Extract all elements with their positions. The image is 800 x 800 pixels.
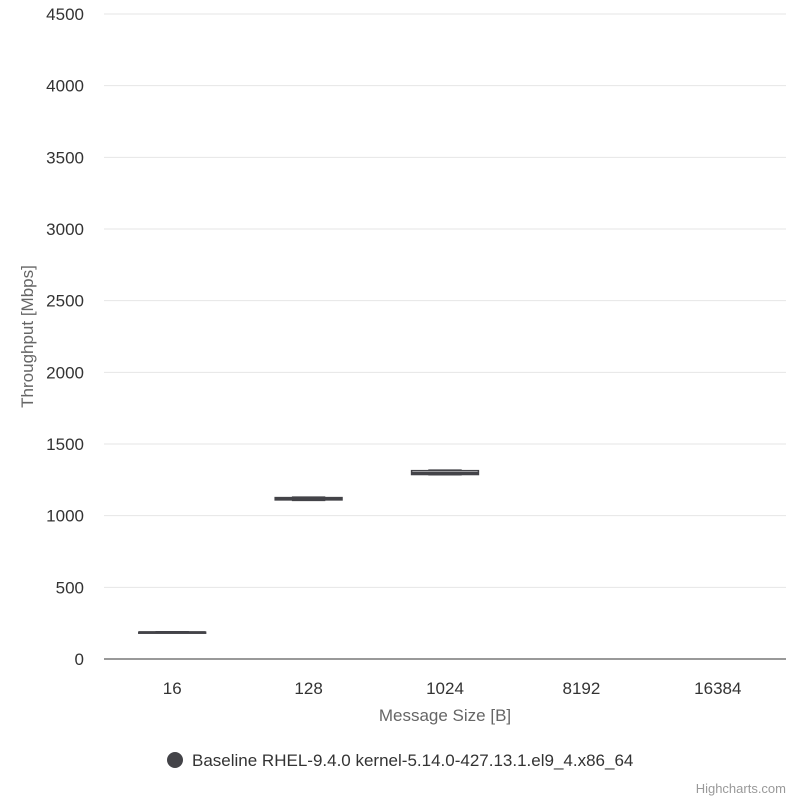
x-tick-label: 1024 [426, 679, 464, 698]
y-tick-label: 500 [56, 578, 84, 597]
y-tick-label: 2000 [46, 363, 84, 382]
x-tick-label: 8192 [562, 679, 600, 698]
y-tick-label: 0 [75, 650, 84, 669]
y-tick-label: 2500 [46, 292, 84, 311]
x-tick-label: 128 [294, 679, 322, 698]
credits-link[interactable]: Highcharts.com [696, 781, 786, 796]
y-tick-label: 3500 [46, 148, 84, 167]
y-tick-label: 1000 [46, 507, 84, 526]
y-tick-label: 3000 [46, 220, 84, 239]
y-tick-label: 4000 [46, 77, 84, 96]
box-16[interactable] [138, 631, 207, 634]
y-axis-ticks: 0 500 1000 1500 2000 2500 3000 3500 4000 4500 [46, 5, 84, 669]
box-128[interactable] [274, 496, 343, 502]
x-axis-title: Message Size [B] [379, 706, 511, 725]
y-tick-label: 1500 [46, 435, 84, 454]
legend[interactable]: Baseline RHEL-9.4.0 kernel-5.14.0-427.13… [167, 751, 633, 770]
grid-lines [104, 13, 786, 588]
x-tick-label: 16384 [694, 679, 741, 698]
series-boxes [138, 469, 480, 634]
legend-marker-icon [167, 752, 183, 768]
x-tick-label: 16 [163, 679, 182, 698]
y-axis-title: Throughput [Mbps] [18, 265, 37, 408]
box-1024[interactable] [410, 469, 480, 476]
x-axis-ticks: 16 128 1024 8192 16384 [163, 679, 742, 698]
legend-item-label[interactable]: Baseline RHEL-9.4.0 kernel-5.14.0-427.13… [192, 751, 633, 770]
y-tick-label: 4500 [46, 5, 84, 24]
